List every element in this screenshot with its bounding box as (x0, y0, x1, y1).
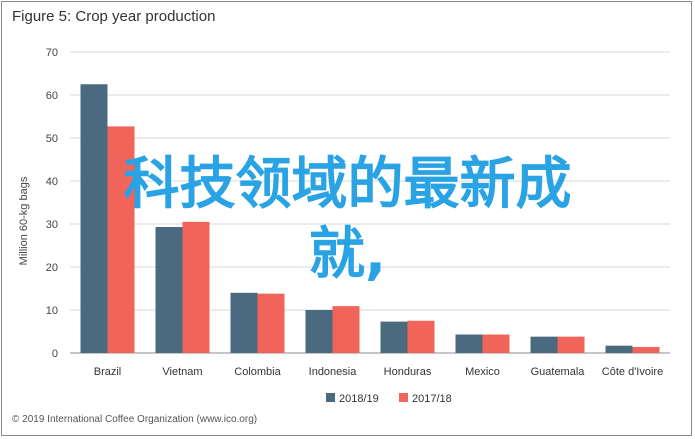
bar-colombia-2017-18 (257, 293, 285, 353)
bar-brazil-2017-18 (107, 126, 135, 353)
y-tick-label: 30 (46, 219, 58, 231)
bar-indonesia-2018-19 (305, 310, 333, 353)
legend-label-2017-18: 2017/18 (412, 393, 452, 405)
x-tick-label: Mexico (465, 366, 500, 378)
legend-swatch-2017-18 (399, 393, 408, 402)
x-tick-label: Guatemala (531, 366, 586, 378)
y-axis-ticks: 0 10 20 30 40 50 60 70 (46, 47, 58, 360)
x-tick-label: Honduras (384, 366, 432, 378)
y-tick-label: 60 (46, 90, 58, 102)
bar-honduras-2018-19 (380, 321, 408, 353)
bar-mexico-2018-19 (455, 334, 483, 353)
legend-label-2018-19: 2018/19 (339, 393, 379, 405)
y-tick-label: 70 (46, 47, 58, 59)
legend: 2018/19 2017/18 (326, 393, 452, 405)
x-tick-label: Indonesia (309, 366, 358, 378)
bar-guatemala-2017-18 (557, 336, 585, 353)
y-tick-label: 40 (46, 176, 58, 188)
source-credit: © 2019 International Coffee Organization… (12, 414, 258, 425)
x-axis-labels: Brazil Vietnam Colombia Indonesia Honduras Me… (94, 366, 663, 378)
bars (80, 84, 660, 353)
bar-brazil-2018-19 (80, 84, 108, 353)
bar-mexico-2017-18 (482, 334, 510, 353)
bar-colombia-2018-19 (230, 292, 258, 353)
y-tick-label: 50 (46, 133, 58, 145)
bar-guatemala-2018-19 (530, 336, 558, 353)
bar-vietnam-2018-19 (155, 227, 183, 353)
bar-c-te-d-ivoire-2018-19 (605, 345, 633, 353)
bar-c-te-d-ivoire-2017-18 (632, 346, 660, 353)
y-tick-label: 0 (52, 348, 58, 360)
x-tick-label: Vietnam (162, 366, 202, 378)
chart-title: Figure 5: Crop year production (12, 8, 216, 25)
y-axis-label: Million 60-kg bags (18, 176, 30, 265)
legend-swatch-2018-19 (326, 393, 335, 402)
y-tick-label: 20 (46, 262, 58, 274)
x-tick-label: Brazil (94, 366, 122, 378)
bar-indonesia-2017-18 (332, 306, 360, 353)
bar-honduras-2017-18 (407, 320, 435, 353)
y-tick-label: 10 (46, 305, 58, 317)
x-tick-label: Colombia (234, 366, 281, 378)
x-tick-label: Côte d'Ivoire (602, 366, 663, 378)
bar-vietnam-2017-18 (182, 221, 210, 353)
